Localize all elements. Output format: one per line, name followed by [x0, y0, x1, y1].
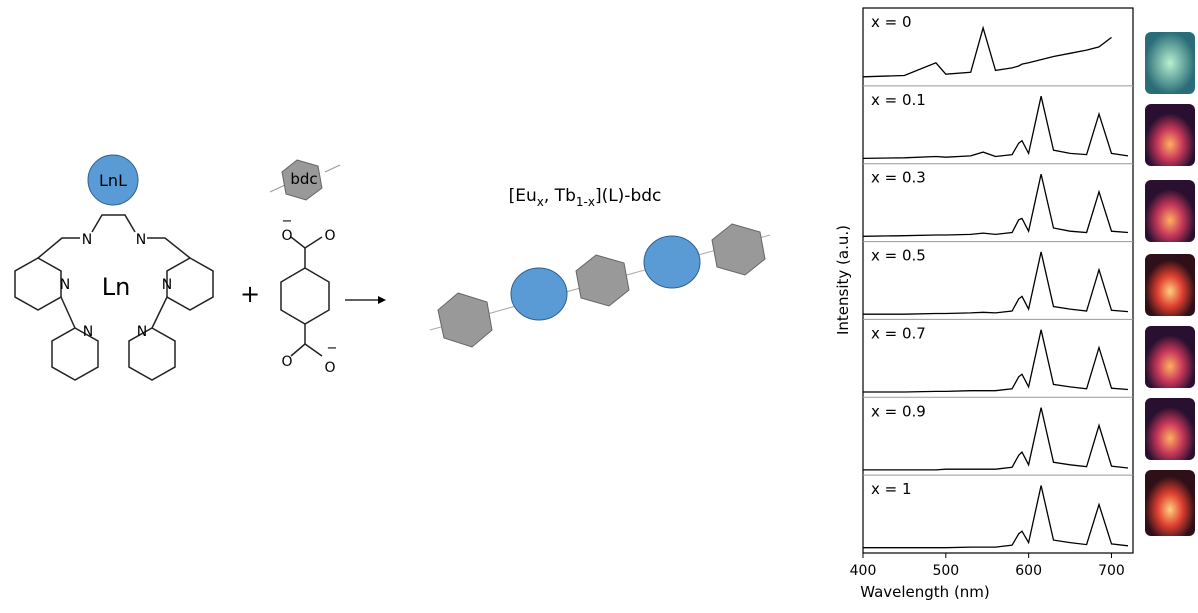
metal-label: Ln	[102, 273, 131, 301]
bdc-hexagon	[575, 254, 630, 307]
plus: +	[240, 280, 260, 308]
bond	[290, 343, 323, 357]
series-label: x = 0.7	[871, 324, 926, 342]
spectrum-line	[862, 96, 1129, 160]
spectrum-line	[862, 25, 1112, 78]
x-axis-label: Wavelength (nm)	[860, 583, 990, 601]
atom-n: N	[162, 277, 172, 293]
x-tick-label: 700	[1098, 563, 1125, 579]
lnl-label: LnL	[99, 171, 127, 190]
x-tick-label: 400	[850, 563, 877, 579]
photo	[1145, 180, 1195, 242]
bdc-label: bdc	[290, 170, 317, 188]
series-label: x = 0.1	[871, 91, 926, 109]
photo	[1145, 32, 1195, 94]
formula-part: [Eu	[509, 186, 537, 206]
framework-chain: [Eux, Tb1-x](L)-bdc	[429, 186, 771, 348]
charge: −	[282, 214, 293, 229]
ring	[51, 327, 99, 381]
bond	[290, 236, 323, 249]
metal-node	[643, 235, 701, 289]
bond	[151, 296, 168, 329]
charge: −	[327, 341, 338, 356]
lnl-circle	[87, 154, 139, 206]
metal-node	[510, 267, 568, 321]
atom-n: N	[136, 232, 146, 248]
series-label: x = 1	[871, 480, 912, 498]
bdc-hexagon	[437, 292, 493, 348]
formula-part: ](L)-bdc	[595, 186, 661, 206]
x-tick-label: 600	[1015, 563, 1042, 579]
spectrum-line	[863, 485, 1129, 549]
formula: [Eux, Tb1-x](L)-bdc	[509, 186, 662, 209]
bdc-structure: bdc O O O O − −	[269, 159, 341, 376]
x-tick-label: 500	[932, 563, 959, 579]
series-label: x = 0.5	[871, 247, 926, 265]
y-axis-label: Intensity (a.u.)	[834, 225, 852, 335]
ring	[14, 257, 62, 311]
spectrum-line	[863, 251, 1129, 315]
formula-part: , Tb	[544, 186, 576, 206]
atom-o: O	[281, 228, 292, 244]
bdc-hexagon	[281, 159, 323, 201]
atom-o: O	[324, 360, 335, 376]
series-label: x = 0.9	[871, 402, 926, 420]
atom-n: N	[82, 232, 92, 248]
photo	[1145, 254, 1195, 316]
atom-n: N	[83, 324, 93, 340]
atom-o: O	[324, 228, 335, 244]
formula-sub: 1-x	[576, 195, 595, 209]
ring	[128, 327, 176, 381]
ring	[166, 257, 214, 311]
spectrum-line	[862, 173, 1129, 237]
photo	[1145, 398, 1195, 460]
ligand-structure: LnL N N N N N N Ln	[14, 154, 214, 381]
photo	[1145, 470, 1195, 536]
bond	[147, 237, 191, 259]
photos	[1145, 32, 1195, 536]
bond	[60, 296, 76, 329]
bdc-hexagon	[711, 223, 766, 276]
atom-o: O	[281, 354, 292, 370]
plot-frame	[862, 7, 1134, 554]
ring	[280, 267, 330, 325]
spectrum-line	[863, 407, 1129, 471]
photo	[1145, 104, 1195, 166]
spectrum-line	[863, 329, 1129, 393]
series-label: x = 0	[871, 13, 912, 31]
stub	[324, 164, 341, 173]
photo	[1145, 326, 1195, 388]
bond	[91, 214, 136, 233]
bond	[37, 237, 80, 259]
atom-n: N	[60, 277, 70, 293]
arrowhead	[378, 296, 386, 304]
series-label: x = 0.3	[871, 169, 926, 187]
formula-sub: x	[537, 195, 544, 209]
stub	[269, 184, 286, 193]
atom-n: N	[137, 324, 147, 340]
